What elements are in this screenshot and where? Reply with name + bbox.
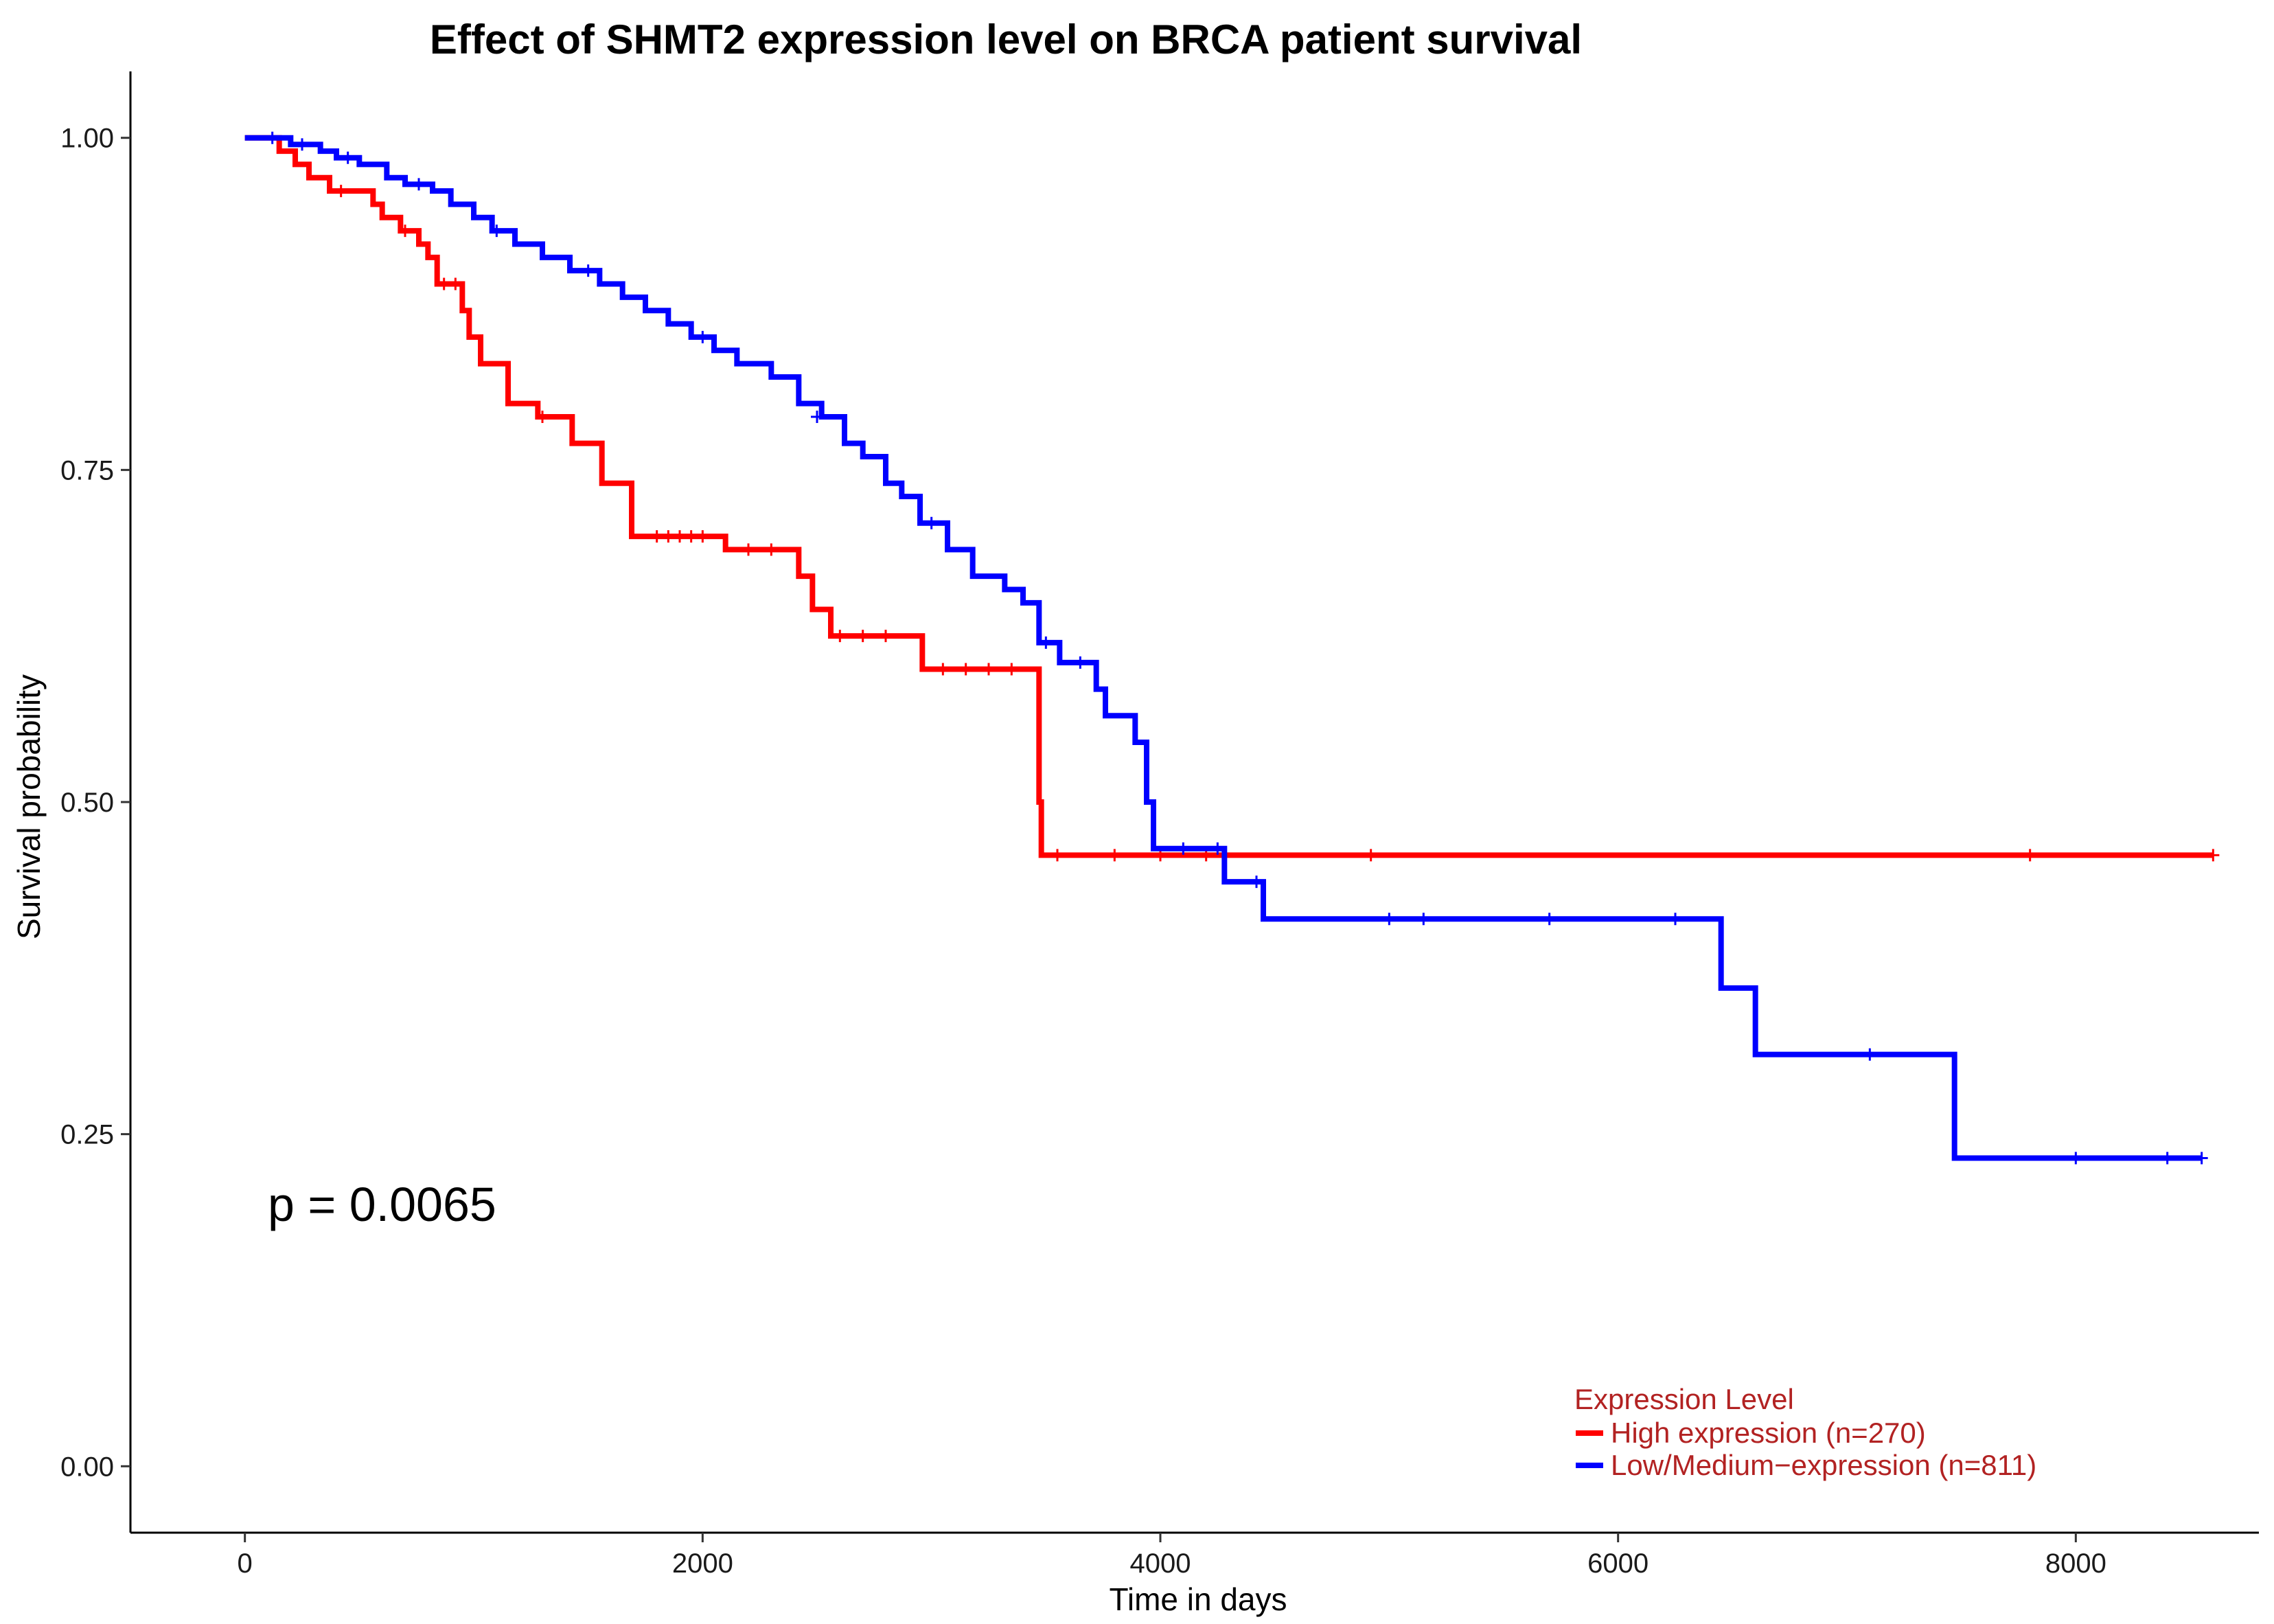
censor-mark <box>437 277 450 290</box>
y-tick-label: 0.00 <box>60 1452 114 1482</box>
censor-mark <box>413 178 425 191</box>
censor-mark <box>2195 1152 2208 1165</box>
chart-title: Effect of SHMT2 expression level on BRCA… <box>430 16 1582 62</box>
censor-mark <box>449 277 462 290</box>
censor-mark <box>959 663 972 676</box>
x-axis-ticks: 0 2000 4000 6000 8000 <box>238 1533 2106 1579</box>
censor-mark <box>1005 663 1018 676</box>
censor-mark <box>1417 913 1430 926</box>
survival-curve <box>244 135 2214 858</box>
x-tick-label: 0 <box>238 1548 253 1579</box>
x-tick-label: 8000 <box>2045 1548 2106 1579</box>
censor-mark <box>685 530 698 543</box>
censor-mark <box>2023 849 2036 862</box>
y-axis-ticks: 0.00 0.25 0.50 0.75 1.00 <box>60 124 130 1482</box>
censor-mark <box>674 530 686 543</box>
y-axis-title: Survival probability <box>11 674 47 939</box>
censor-mark <box>880 630 892 643</box>
censor-mark <box>2161 1152 2174 1165</box>
censor-mark <box>1364 849 1377 862</box>
censor-mark <box>1211 842 1224 855</box>
censor-mark <box>582 264 595 277</box>
y-tick-label: 1.00 <box>60 124 114 154</box>
y-tick-label: 0.50 <box>60 788 114 818</box>
legend-title: Expression Level <box>1574 1383 1794 1415</box>
censor-mark <box>1177 842 1190 855</box>
censor-mark <box>811 410 823 423</box>
censor-mark <box>1669 913 1681 926</box>
censor-mark <box>1108 849 1121 862</box>
axes <box>129 71 2259 1534</box>
censor-mark <box>696 530 709 543</box>
censor-mark <box>765 543 778 556</box>
series-0 <box>244 135 2220 862</box>
censor-mark <box>856 630 869 643</box>
series-1 <box>244 131 2208 1165</box>
censor-mark <box>1383 913 1396 926</box>
censor-mark <box>334 185 347 198</box>
censor-mark <box>937 663 950 676</box>
x-tick-label: 4000 <box>1130 1548 1191 1579</box>
censor-mark <box>925 516 938 529</box>
censor-mark <box>399 225 411 238</box>
series-layer <box>244 131 2220 1165</box>
censor-mark <box>1074 656 1087 669</box>
censor-mark <box>1863 1048 1876 1061</box>
x-tick-label: 2000 <box>672 1548 733 1579</box>
censor-mark <box>834 630 847 643</box>
censor-mark <box>1051 849 1064 862</box>
censor-mark <box>490 225 503 238</box>
censor-mark <box>1040 636 1053 649</box>
legend-label-low-medium: Low/Medium−expression (n=811) <box>1611 1449 2036 1481</box>
censor-mark <box>296 138 308 151</box>
y-tick-label: 0.75 <box>60 455 114 485</box>
x-tick-label: 6000 <box>1587 1548 1649 1579</box>
legend-label-high: High expression (n=270) <box>1611 1417 1926 1449</box>
censor-mark <box>696 330 709 343</box>
censor-mark <box>650 530 663 543</box>
censor-mark <box>2207 849 2220 862</box>
censor-mark <box>2069 1152 2082 1165</box>
censor-mark <box>266 131 279 144</box>
legend: Expression Level High expression (n=270)… <box>1574 1383 2036 1481</box>
censor-mark <box>341 151 354 164</box>
y-tick-label: 0.25 <box>60 1120 114 1150</box>
censor-mark <box>1250 876 1263 889</box>
censor-mark <box>983 663 995 676</box>
censor-mark <box>662 530 675 543</box>
p-value-annotation: p = 0.0065 <box>268 1178 496 1231</box>
x-axis-title: Time in days <box>1109 1581 1287 1617</box>
censor-mark <box>742 543 755 556</box>
censor-mark <box>1543 913 1556 926</box>
survival-curve <box>244 135 2202 1161</box>
censor-mark <box>536 410 549 423</box>
